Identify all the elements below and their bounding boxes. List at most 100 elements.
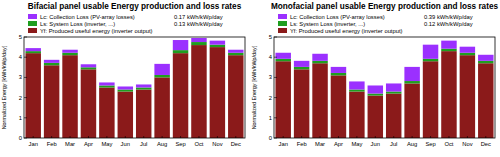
x-tick-label: Jan	[279, 141, 288, 147]
bar-segment	[294, 61, 309, 67]
bar-segment	[118, 92, 133, 138]
y-tick-label: 0	[269, 135, 272, 141]
bar-segment	[275, 61, 290, 138]
bar-segment	[44, 60, 59, 63]
bar-segment	[423, 45, 438, 59]
figure: Bifacial panel usable Energy production …	[0, 0, 500, 157]
bar-segment	[154, 64, 169, 75]
x-tick-label: Jul	[390, 141, 397, 147]
bar-segment	[441, 51, 456, 138]
bar-segment	[210, 41, 225, 45]
bars	[25, 38, 243, 138]
y-tick-label: 3	[269, 74, 272, 80]
bar-segment	[228, 53, 243, 55]
bar-segment	[173, 53, 188, 138]
annotation: 0.39 kWh/kWp/day	[424, 14, 473, 20]
legend-label: Lc: Collection Loss (PV-array losses)	[40, 14, 135, 20]
bar-segment	[62, 53, 77, 55]
bar-segment	[44, 63, 59, 65]
bar-segment	[173, 50, 188, 53]
x-tick-label: Mar	[315, 141, 325, 147]
bar-segment	[62, 55, 77, 138]
bar-segment	[25, 51, 40, 53]
bar-segment	[294, 69, 309, 138]
plot-frame	[274, 37, 495, 138]
bar-segment	[460, 55, 475, 138]
bar-segment	[331, 67, 346, 73]
bar-segment	[228, 50, 243, 53]
legend-swatch	[278, 14, 287, 19]
annotation: 0.17 kWh/kWp/day	[174, 14, 223, 20]
bar-segment	[81, 64, 96, 67]
bar-segment	[118, 86, 133, 89]
bar-segment	[368, 85, 383, 93]
bar-segment	[99, 88, 114, 139]
x-tick-label: Dec	[231, 141, 241, 147]
legend-label: Lc: Collection Loss (PV-array losses)	[290, 14, 385, 20]
x-tick-label: Nov	[462, 141, 472, 147]
bar-segment	[404, 81, 419, 83]
legend-swatch	[28, 28, 37, 33]
y-tick-label: 1	[269, 115, 272, 121]
y-tick-label: 5	[19, 34, 22, 40]
bar-segment	[331, 73, 346, 75]
bar-segment	[368, 94, 383, 96]
bar-segment	[154, 75, 169, 77]
x-tick-label: Oct	[444, 141, 453, 147]
bar-segment	[62, 50, 77, 53]
y-tick	[274, 57, 277, 58]
y-tick-label: 3	[19, 74, 22, 80]
y-tick-label: 2	[269, 95, 272, 101]
bar-segment	[404, 67, 419, 81]
bar-segment	[349, 92, 364, 138]
y-axis-label: Normalized Energy [kWh/kWp/day]	[1, 45, 7, 129]
bar-segment	[368, 96, 383, 138]
bar-segment	[191, 45, 206, 138]
bar-segment	[312, 54, 327, 61]
annotation: 0.13 kWh/kWp/day	[174, 21, 223, 27]
bar-segment	[81, 67, 96, 69]
bar-segment	[44, 65, 59, 138]
x-tick-label: Jul	[140, 141, 147, 147]
x-tick-label: May	[351, 141, 362, 147]
bar-segment	[349, 90, 364, 92]
bar-segment	[312, 63, 327, 138]
x-tick-label: Aug	[407, 141, 417, 147]
bar-segment	[478, 63, 493, 138]
panel: Monofacial panel usable Energy productio…	[251, 2, 498, 147]
y-tick	[24, 97, 27, 98]
title: Bifacial panel usable Energy production …	[28, 2, 242, 11]
bar-segment	[228, 55, 243, 138]
x-tick-label: Sep	[175, 141, 185, 147]
x-tick-label: Sep	[425, 141, 435, 147]
y-tick-label: 4	[19, 54, 23, 60]
legend-label: Yf: Produced useful energy (inverter out…	[40, 28, 153, 34]
annotation: 0.12 kWh/kWp/day	[424, 21, 473, 27]
x-tick-label: May	[101, 141, 112, 147]
y-tick-label: 2	[19, 95, 22, 101]
bar-segment	[99, 82, 114, 85]
x-tick-label: Apr	[84, 141, 93, 147]
bar-segment	[154, 77, 169, 138]
bar-segment	[441, 41, 456, 49]
x-tick-label: Feb	[297, 141, 307, 147]
x-tick-label: Jun	[371, 141, 380, 147]
y-axis-label: Normalized Energy [kWh/kWp/day]	[251, 45, 257, 129]
y-tick	[274, 77, 277, 78]
bar-segment	[386, 83, 401, 91]
y-tick	[274, 97, 277, 98]
bar-segment	[423, 59, 438, 61]
bar-segment	[81, 69, 96, 138]
bar-segment	[275, 53, 290, 59]
bar-segment	[210, 47, 225, 138]
x-tick-label: Oct	[194, 141, 203, 147]
y-tick-label: 0	[19, 135, 22, 141]
bar-segment	[331, 75, 346, 138]
x-tick-label: Apr	[334, 141, 343, 147]
y-tick	[24, 117, 27, 118]
bar-segment	[441, 49, 456, 51]
legend-swatch	[278, 21, 287, 26]
x-tick-label: Jan	[29, 141, 38, 147]
bar-segment	[25, 48, 40, 51]
bar-segment	[386, 94, 401, 138]
